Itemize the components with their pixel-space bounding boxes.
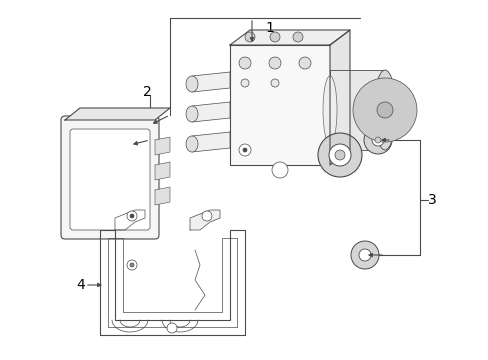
Circle shape — [298, 57, 310, 69]
FancyBboxPatch shape — [61, 116, 159, 239]
Circle shape — [270, 79, 279, 87]
Circle shape — [371, 134, 383, 146]
Polygon shape — [229, 30, 349, 45]
Ellipse shape — [185, 136, 198, 152]
Circle shape — [241, 79, 248, 87]
Circle shape — [244, 32, 254, 42]
Text: 3: 3 — [427, 193, 436, 207]
Ellipse shape — [185, 76, 198, 92]
Polygon shape — [329, 30, 349, 165]
Circle shape — [271, 162, 287, 178]
Circle shape — [269, 32, 280, 42]
Circle shape — [202, 211, 212, 221]
Polygon shape — [192, 132, 229, 152]
Text: 4: 4 — [76, 278, 85, 292]
Ellipse shape — [373, 70, 395, 150]
Polygon shape — [192, 102, 229, 122]
Circle shape — [130, 263, 134, 267]
Polygon shape — [115, 210, 145, 230]
Circle shape — [239, 57, 250, 69]
Circle shape — [328, 144, 350, 166]
Circle shape — [317, 133, 361, 177]
Circle shape — [334, 150, 345, 160]
Polygon shape — [155, 137, 170, 155]
Circle shape — [350, 241, 378, 269]
Ellipse shape — [185, 106, 198, 122]
Polygon shape — [190, 210, 220, 230]
Circle shape — [127, 211, 137, 221]
Text: 2: 2 — [142, 85, 151, 99]
Circle shape — [243, 148, 246, 152]
Circle shape — [239, 144, 250, 156]
Circle shape — [376, 102, 392, 118]
Circle shape — [292, 32, 303, 42]
FancyBboxPatch shape — [70, 129, 150, 230]
Circle shape — [167, 323, 177, 333]
Circle shape — [374, 137, 380, 143]
Circle shape — [358, 249, 370, 261]
Bar — [229, 45, 329, 165]
Bar — [329, 70, 384, 150]
Circle shape — [363, 126, 391, 154]
Polygon shape — [192, 72, 229, 92]
Polygon shape — [155, 162, 170, 180]
Text: 1: 1 — [264, 21, 273, 35]
Circle shape — [268, 57, 281, 69]
Polygon shape — [65, 108, 170, 120]
Ellipse shape — [323, 76, 336, 144]
Circle shape — [127, 260, 137, 270]
Circle shape — [130, 214, 134, 218]
Circle shape — [352, 78, 416, 142]
Polygon shape — [155, 187, 170, 205]
